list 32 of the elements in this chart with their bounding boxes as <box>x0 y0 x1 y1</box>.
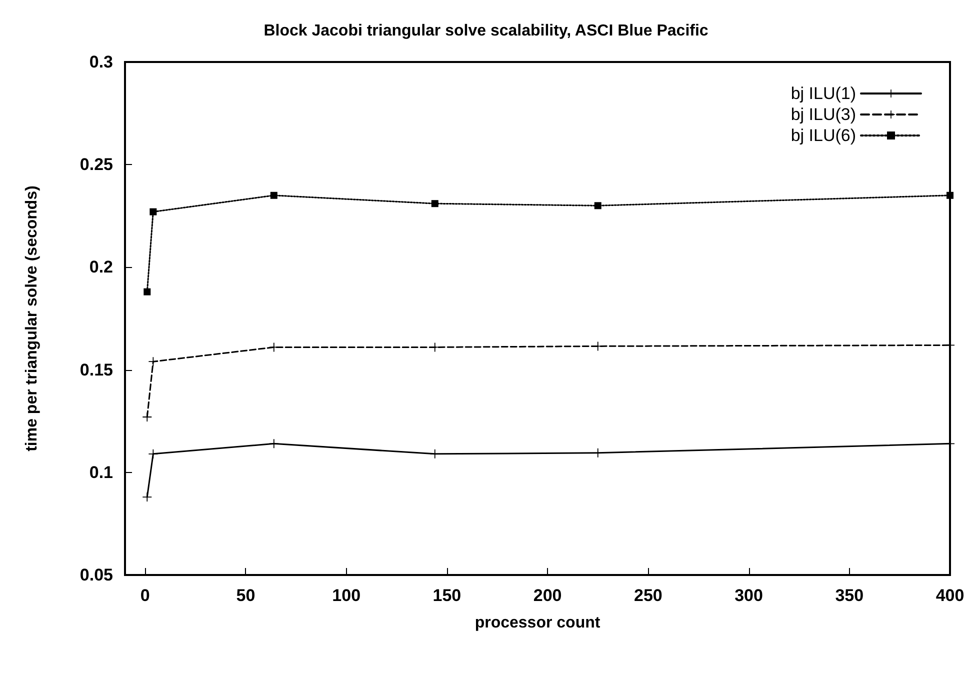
x-tick-label: 200 <box>533 586 562 605</box>
legend-label: bj ILU(3) <box>790 105 856 124</box>
x-tick-label: 300 <box>734 586 763 605</box>
y-axis-title: time per triangular solve (seconds) <box>24 186 40 452</box>
x-tick-label: 150 <box>432 586 462 605</box>
x-tick-label: 0 <box>140 586 150 605</box>
point <box>148 449 158 458</box>
point <box>142 412 152 422</box>
x-tick-label: 250 <box>634 586 662 605</box>
point <box>946 192 954 199</box>
x-tick-label: 50 <box>236 586 256 605</box>
x-axis-title: processor count <box>474 614 601 632</box>
point <box>269 439 278 448</box>
x-tick-label: 400 <box>936 586 964 605</box>
y-tick-label: 0.25 <box>80 155 113 174</box>
chart-title: Block Jacobi triangular solve scalability, ASCI Blue Pacific <box>264 22 708 40</box>
x-tick-label: 100 <box>332 586 361 605</box>
legend-label: bj ILU(6) <box>790 126 856 145</box>
legend-label: bj ILU(1) <box>790 84 856 103</box>
y-tick-label: 0.3 <box>89 52 113 72</box>
point <box>270 192 278 199</box>
y-tick-label: 0.1 <box>89 462 113 482</box>
point <box>142 492 152 502</box>
y-tick-label: 0.2 <box>89 258 113 277</box>
y-tick-label: 0.05 <box>80 566 113 584</box>
y-tick-label: 0.15 <box>80 360 113 380</box>
point <box>148 357 158 366</box>
point <box>431 200 438 208</box>
point <box>144 288 151 296</box>
point <box>594 202 602 210</box>
point <box>150 208 157 216</box>
x-tick-label: 350 <box>835 586 864 605</box>
